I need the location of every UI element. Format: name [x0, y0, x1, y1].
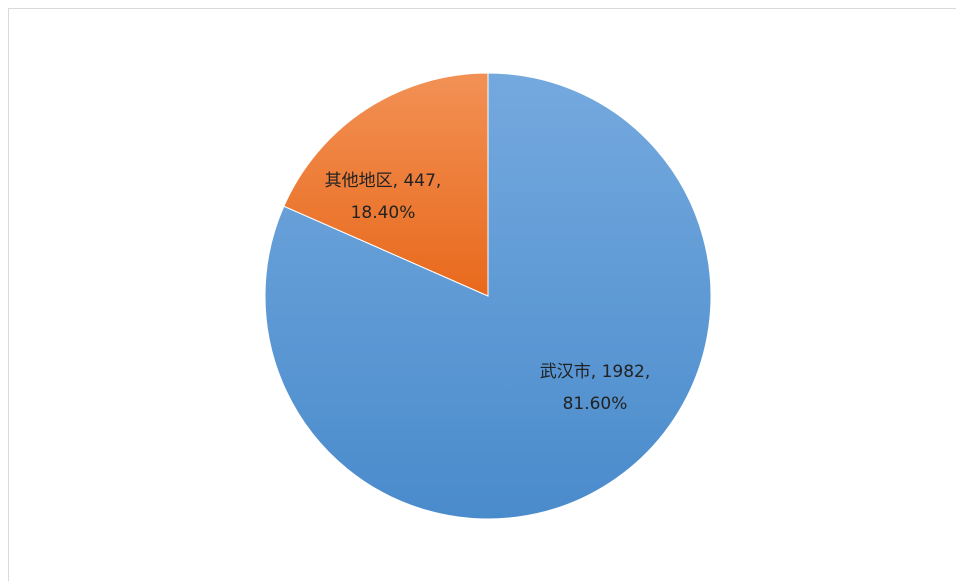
percent-label: 18.40%	[351, 203, 416, 223]
category-label: 武汉市	[540, 362, 591, 382]
separator: ,	[436, 171, 441, 191]
chart-border	[8, 8, 956, 581]
percent-label: 81.60%	[563, 394, 628, 414]
value-label: 1982	[602, 362, 645, 382]
value-label: 447	[403, 171, 435, 191]
category-label: 其他地区	[325, 171, 393, 191]
data-label: 武汉市, 1982,	[540, 362, 650, 382]
pie-slice	[283, 72, 489, 297]
separator: ,	[393, 171, 404, 191]
separator: ,	[591, 362, 602, 382]
separator: ,	[645, 362, 650, 382]
data-label: 其他地区, 447,	[325, 171, 442, 191]
